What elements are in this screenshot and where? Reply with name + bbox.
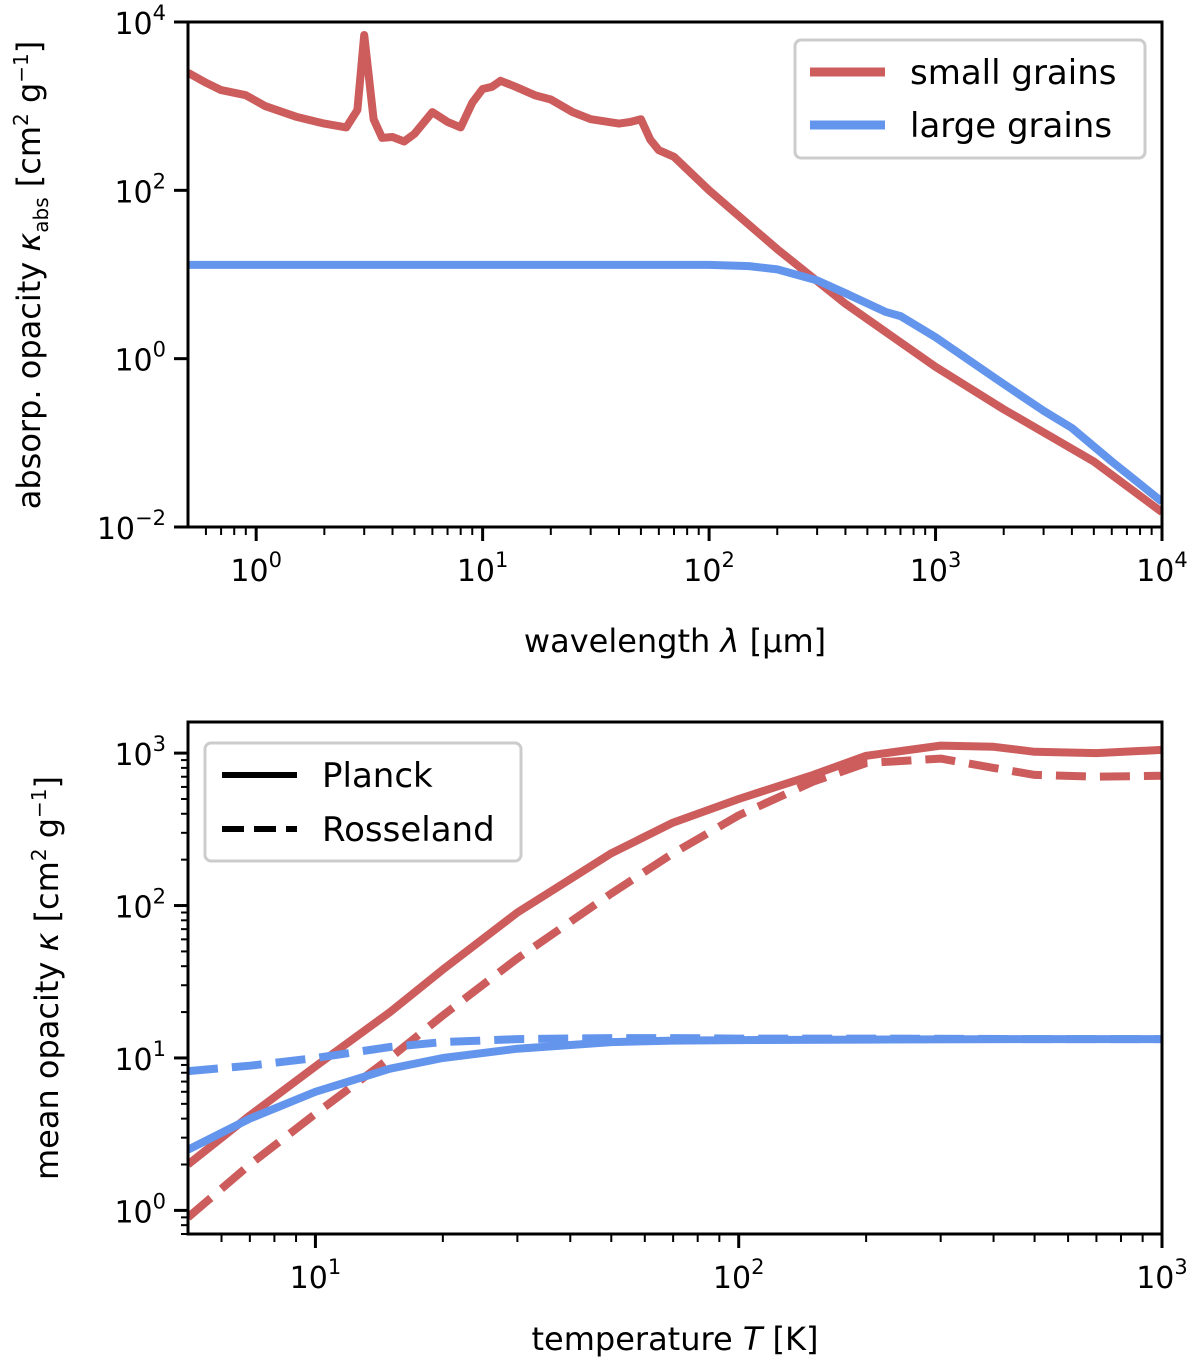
p2-x-axis-label: temperature T [K]	[532, 1320, 819, 1358]
p2-ylabel-pre: mean opacity	[28, 951, 66, 1180]
p1-ylabel-unit: [cm	[10, 126, 48, 197]
p2-ylabel-end: ]	[28, 776, 66, 788]
p2-x-ticks: 101 102 103	[290, 1234, 1188, 1296]
p1-ylabel-mid: g	[10, 83, 48, 113]
y-tick-label: 104	[114, 1, 166, 42]
x-tick-label: 103	[1136, 1255, 1188, 1296]
p2-xlabel-symbol: T	[743, 1320, 765, 1358]
p1-ylabel-symbol: κ	[10, 233, 48, 252]
y-tick-label: 10−2	[97, 506, 166, 547]
p1-y-axis-label: absorp. opacity κabs [cm2 g−1]	[9, 41, 53, 509]
legend-label-small-grains: small grains	[910, 53, 1116, 93]
p1-ylabel-pre: absorp. opacity	[10, 252, 48, 510]
p2-y-ticks: 100 101 102 103	[114, 732, 188, 1230]
x-tick-label: 101	[290, 1255, 342, 1296]
p2-ylabel-symbol: κ	[28, 932, 66, 951]
p2-series	[188, 741, 1162, 1221]
series-small-grains	[188, 31, 1162, 516]
x-tick-label: 100	[230, 548, 282, 589]
p1-axes-frame	[186, 20, 1164, 529]
series-large-grains-rosseland	[188, 1034, 1162, 1076]
legend-label-large-grains: large grains	[910, 106, 1112, 146]
p2-ylabel-unit: [cm	[28, 861, 66, 932]
series-large-grains	[188, 260, 1162, 505]
p1-xlabel-unit: [μm]	[739, 622, 826, 660]
p2-ylabel-sup1: 2	[27, 848, 51, 861]
p2-axes-frame	[186, 720, 1164, 1236]
y-tick-label: 103	[114, 732, 166, 773]
p1-series	[188, 31, 1162, 516]
p1-ylabel-end: ]	[10, 41, 48, 53]
p1-legend: small grains large grains	[793, 38, 1147, 160]
y-tick-label: 100	[114, 338, 166, 379]
p2-xlabel-pre: temperature	[532, 1320, 743, 1358]
p1-ylabel-sup1: 2	[9, 113, 33, 126]
p1-ylabel-sup2: −1	[9, 53, 33, 82]
x-tick-label: 101	[457, 548, 509, 589]
x-tick-label: 102	[683, 548, 735, 589]
legend-label-planck: Planck	[322, 756, 433, 796]
p1-ylabel-sub: abs	[29, 197, 53, 232]
y-tick-label: 100	[114, 1189, 166, 1230]
p2-y-axis-label: mean opacity κ [cm2 g−1]	[27, 776, 66, 1180]
legend-label-rosseland: Rosseland	[322, 810, 495, 850]
p1-y-ticks: 10−2 100 102 104	[97, 1, 188, 547]
p1-x-ticks: 100 101 102 103 104	[230, 527, 1188, 589]
y-tick-label: 102	[114, 885, 166, 926]
p2-xlabel-unit: [K]	[762, 1320, 818, 1358]
x-tick-label: 102	[713, 1255, 765, 1296]
series-small-grains-rosseland	[188, 754, 1162, 1221]
p2-ylabel-mid: g	[28, 818, 66, 848]
y-tick-label: 101	[114, 1037, 166, 1078]
p1-x-axis-label: wavelength λ [μm]	[524, 622, 826, 660]
p2-ylabel-sup2: −1	[27, 788, 51, 817]
x-tick-label: 103	[910, 548, 962, 589]
series-small-grains-planck	[188, 741, 1162, 1168]
opacity-wavelength-panel: 100 101 102 103 104 10−2 100 102 104 small grai…	[9, 1, 1188, 660]
y-tick-label: 102	[114, 169, 166, 210]
x-tick-label: 104	[1136, 548, 1188, 589]
p1-xlabel-symbol: λ	[718, 622, 739, 660]
p2-legend: Planck Rosseland	[203, 741, 523, 863]
p1-xlabel-pre: wavelength	[524, 622, 721, 660]
